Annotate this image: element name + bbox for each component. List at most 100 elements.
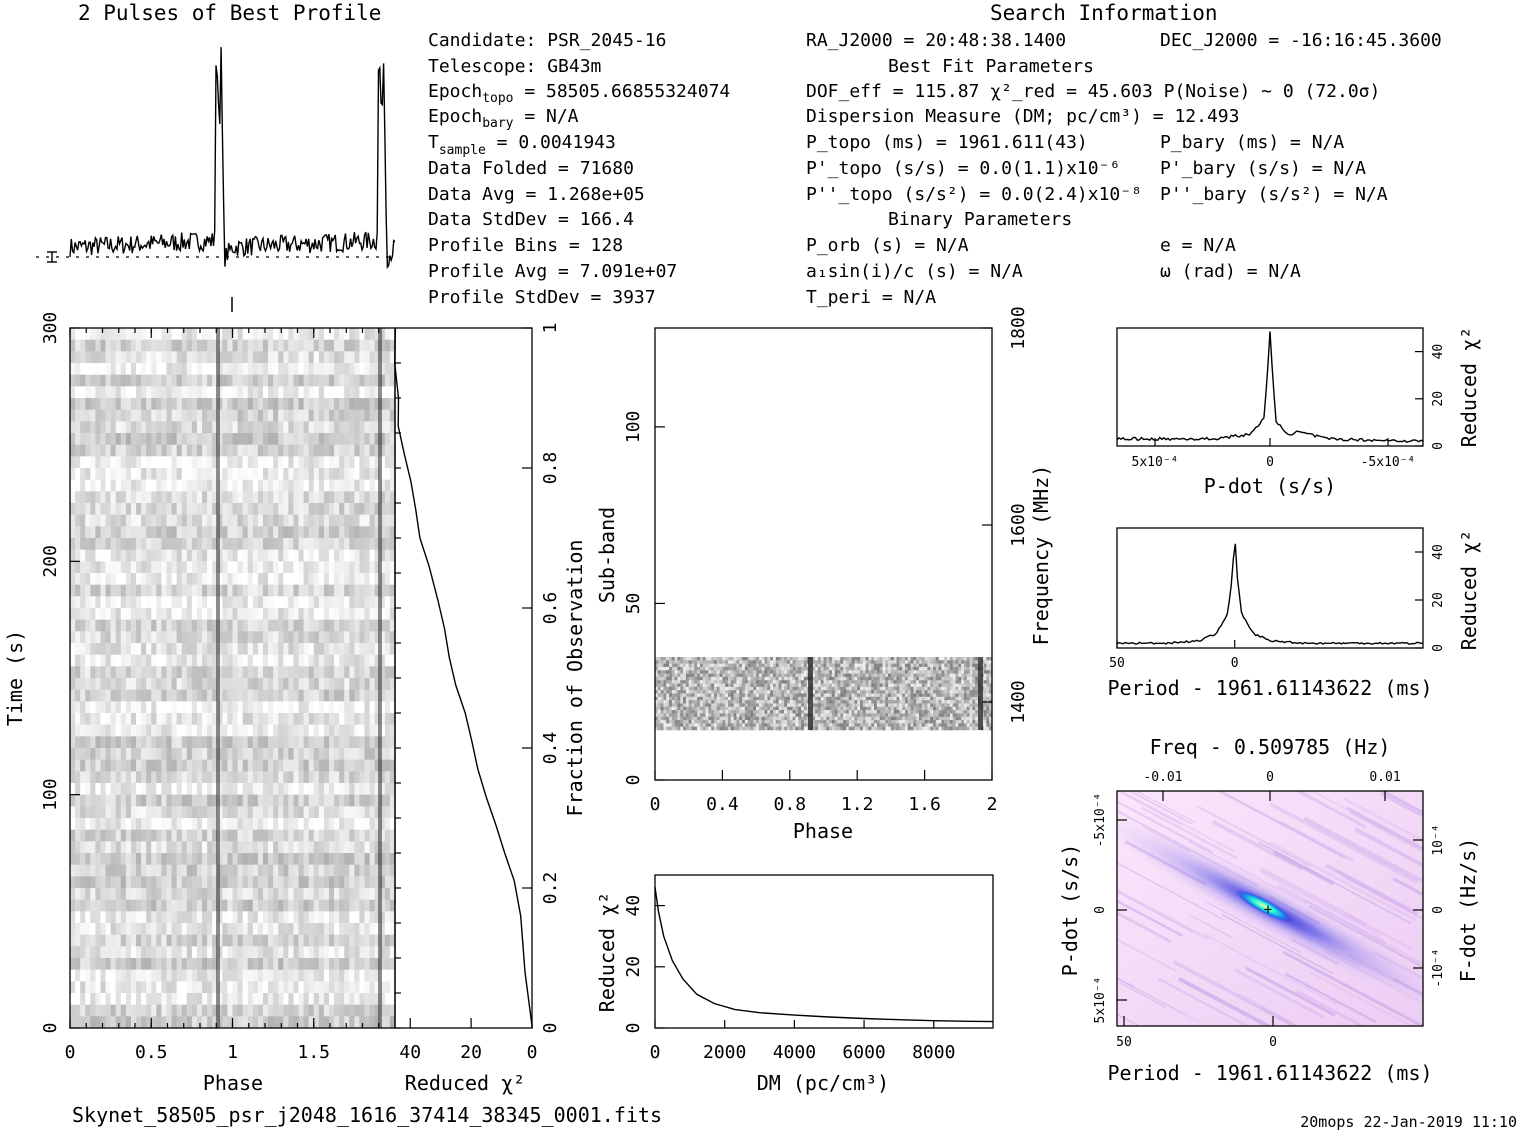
time-phase-cell <box>191 969 198 982</box>
time-phase-cell <box>181 993 188 1006</box>
time-phase-cell <box>298 794 304 807</box>
time-phase-cell <box>369 514 376 527</box>
time-phase-cell <box>156 398 162 411</box>
time-phase-cell <box>146 619 152 632</box>
time-phase-cell <box>323 841 330 854</box>
time-phase-cell <box>379 584 386 597</box>
time-phase-cell <box>95 678 101 691</box>
subband-cell <box>660 670 664 674</box>
time-phase-cell <box>247 911 254 924</box>
subband-cell <box>890 657 895 661</box>
time-phase-cell <box>369 374 376 387</box>
subband-cell <box>924 663 928 668</box>
subband-cell <box>733 673 737 678</box>
time-phase-cell <box>369 759 376 772</box>
time-phase-cell <box>70 911 76 924</box>
time-phase-cell <box>278 794 284 807</box>
subband-cell <box>756 657 760 661</box>
subband-cell <box>772 670 777 674</box>
time-phase-cell <box>75 503 81 516</box>
time-phase-cell <box>181 689 188 702</box>
time-phase-cell <box>166 398 172 411</box>
time-phase-cell <box>176 584 183 597</box>
time-phase-cell <box>318 934 325 947</box>
time-phase-cell <box>293 643 299 656</box>
time-phase-cell <box>339 526 345 539</box>
time-phase-cell <box>389 713 396 726</box>
time-phase-cell <box>349 911 355 924</box>
time-phase-cell <box>384 491 391 504</box>
time-phase-cell <box>374 549 381 562</box>
time-phase-cell <box>237 444 244 457</box>
time-phase-cell <box>156 549 162 562</box>
time-phase-cell <box>130 864 137 877</box>
time-phase-cell <box>257 608 264 621</box>
time-phase-cell <box>288 946 294 959</box>
time-phase-cell <box>339 654 345 667</box>
time-phase-cell <box>308 643 315 656</box>
subband-cell <box>865 663 869 668</box>
time-phase-cell <box>181 876 188 889</box>
time-phase-cell <box>369 794 376 807</box>
subband-cell <box>677 657 681 661</box>
time-phase-cell <box>257 351 264 364</box>
time-phase-cell <box>257 1004 264 1017</box>
time-phase-cell <box>130 713 137 726</box>
time-phase-cell <box>207 771 213 784</box>
time-phase-cell <box>303 748 310 761</box>
subband-cell <box>961 663 965 668</box>
time-phase-cell <box>303 806 310 819</box>
time-phase-cell <box>273 538 279 551</box>
subband-cell <box>657 676 661 681</box>
time-phase-cell <box>354 841 360 854</box>
time-phase-cell <box>268 771 274 784</box>
subband-cell <box>885 663 889 668</box>
time-phase-cell <box>339 911 345 924</box>
info-ecc: e = N/A <box>1160 235 1236 256</box>
subband-cell <box>660 683 664 688</box>
time-phase-cell <box>273 514 279 527</box>
time-phase-cell <box>344 526 350 539</box>
time-phase-cell <box>191 386 198 399</box>
time-phase-cell <box>130 748 137 761</box>
time-phase-cell <box>191 724 198 737</box>
time-phase-cell <box>191 1004 198 1017</box>
time-phase-cell <box>334 596 340 609</box>
time-phase-cell <box>247 923 254 936</box>
time-phase-cell <box>339 923 345 936</box>
time-phase-cell <box>384 631 391 644</box>
time-phase-cell <box>359 771 365 784</box>
time-phase-cell <box>293 946 299 959</box>
time-phase-cell <box>237 748 244 761</box>
subband-cell <box>952 660 956 664</box>
time-phase-cell <box>227 351 233 364</box>
time-phase-cell <box>217 339 223 352</box>
time-phase-cell <box>130 643 137 656</box>
subband-cell <box>958 660 962 664</box>
time-phase-cell <box>130 456 137 469</box>
time-phase-cell <box>298 864 304 877</box>
time-phase-cell <box>125 678 132 691</box>
time-phase-cell <box>389 678 396 691</box>
time-phase-cell <box>181 969 188 982</box>
time-phase-cell <box>171 899 178 912</box>
time-phase-cell <box>110 444 117 457</box>
time-phase-cell <box>227 853 233 866</box>
time-phase-cell <box>293 923 299 936</box>
time-phase-cell <box>262 736 269 749</box>
time-phase-cell <box>186 1016 193 1029</box>
time-phase-cell <box>212 386 218 399</box>
time-phase-cell <box>161 736 167 749</box>
time-phase-cell <box>202 853 208 866</box>
time-phase-cell <box>115 958 122 971</box>
time-phase-cell <box>105 748 112 761</box>
time-phase-cell <box>156 736 162 749</box>
time-phase-cell <box>171 351 178 364</box>
time-phase-cell <box>364 596 371 609</box>
time-phase-cell <box>100 514 106 527</box>
time-phase-cell <box>181 864 188 877</box>
time-phase-cell <box>136 958 142 971</box>
time-phase-cell <box>90 386 96 399</box>
time-phase-cell <box>100 643 106 656</box>
time-phase-cell <box>374 888 381 901</box>
